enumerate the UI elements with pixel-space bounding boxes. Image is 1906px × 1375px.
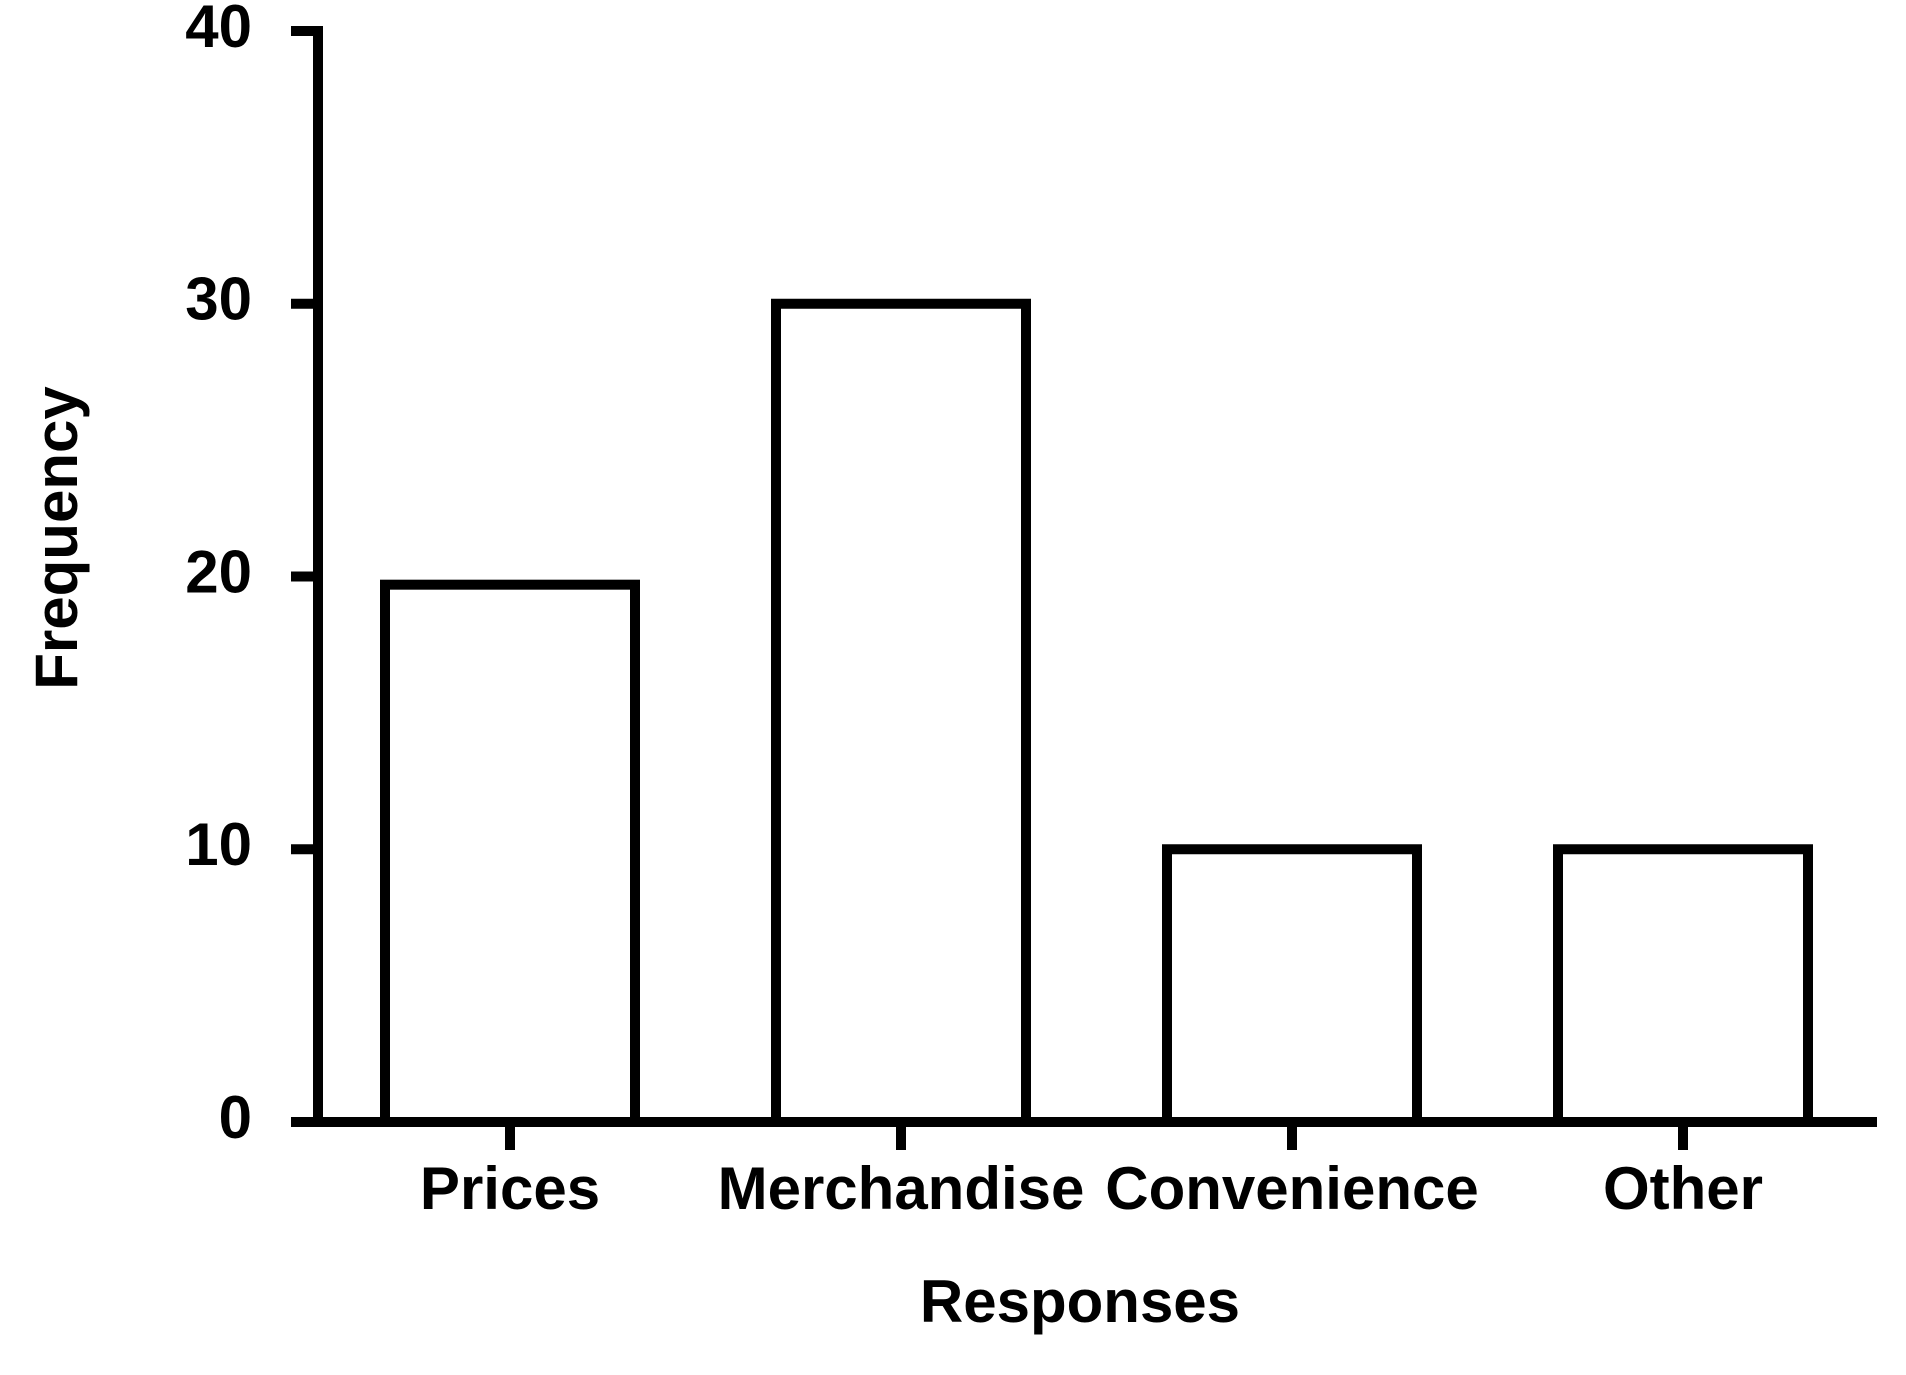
bar (1553, 844, 1813, 1127)
y-tick-label: 40 (185, 0, 252, 60)
y-tick-label: 30 (185, 266, 252, 333)
y-tick-label: 20 (185, 538, 252, 605)
bar (380, 579, 640, 1127)
x-tick-label: Convenience (1105, 1155, 1478, 1222)
y-tick-label: 10 (185, 811, 252, 878)
y-tick-label: 0 (219, 1084, 252, 1151)
x-tick-label: Other (1603, 1155, 1763, 1222)
x-axis-label: Responses (920, 1268, 1240, 1335)
bar (1162, 844, 1422, 1127)
x-tick-label: Prices (420, 1155, 600, 1222)
x-tick-label: Merchandise (718, 1155, 1085, 1222)
y-axis-label: Frequency (23, 386, 90, 690)
bar (771, 298, 1031, 1127)
